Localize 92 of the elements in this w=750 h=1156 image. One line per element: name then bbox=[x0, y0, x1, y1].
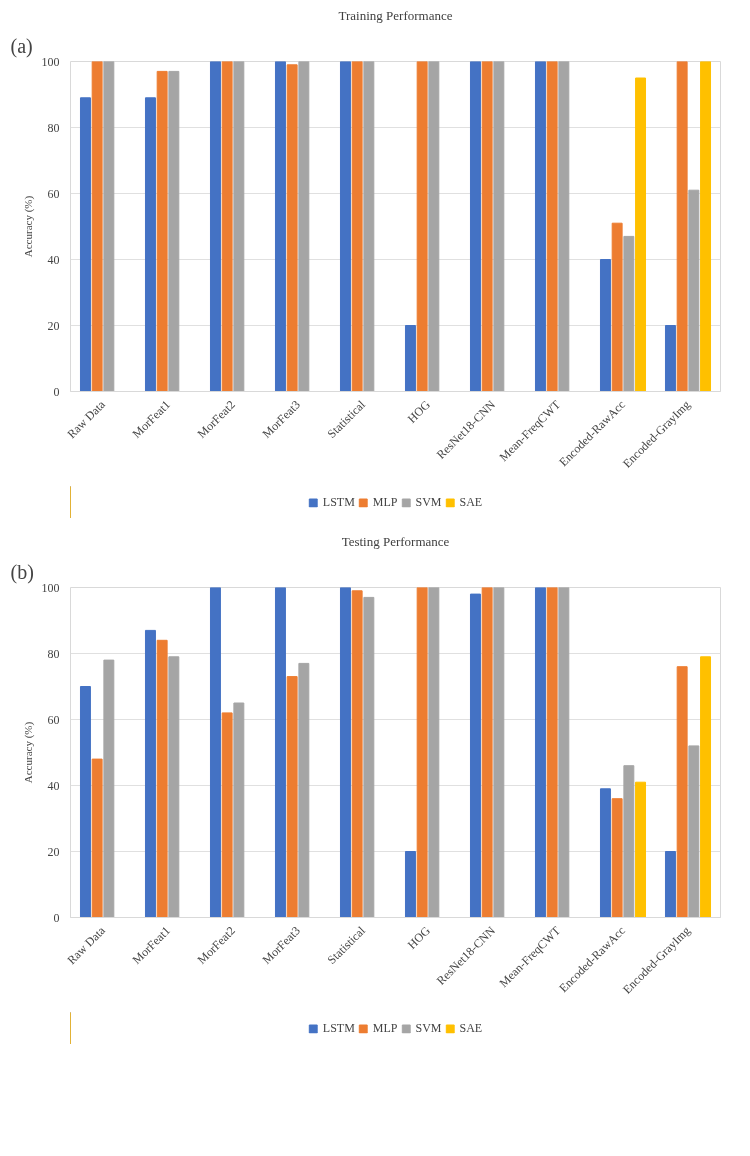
bar bbox=[286, 64, 298, 392]
bar bbox=[274, 61, 286, 392]
bar bbox=[416, 587, 428, 918]
bar bbox=[558, 587, 570, 918]
bar bbox=[156, 70, 168, 392]
bar bbox=[221, 61, 233, 392]
y-tick-label: 0 bbox=[53, 910, 60, 925]
bar bbox=[676, 61, 688, 392]
bar bbox=[676, 666, 688, 918]
bar bbox=[599, 259, 611, 392]
bar bbox=[91, 758, 103, 918]
bar bbox=[534, 587, 546, 918]
bar bbox=[688, 189, 700, 392]
bar bbox=[534, 61, 546, 392]
bar bbox=[688, 745, 700, 918]
legend-label: SAE bbox=[459, 494, 483, 510]
bar bbox=[79, 97, 91, 392]
bar bbox=[493, 61, 505, 392]
text: (a) bbox=[10, 34, 33, 58]
bar bbox=[79, 686, 91, 918]
bar bbox=[209, 61, 221, 392]
bar bbox=[611, 222, 623, 392]
bar bbox=[286, 676, 298, 918]
bar bbox=[168, 70, 180, 392]
bar bbox=[416, 61, 428, 392]
y-tick-label: 80 bbox=[47, 646, 60, 661]
y-axis-title: Accuracy (%) bbox=[21, 721, 35, 784]
bar bbox=[209, 587, 221, 918]
chart-title: Training Performance bbox=[338, 7, 453, 23]
legend-label: MLP bbox=[372, 1020, 398, 1036]
x-tick-label: Raw Data bbox=[64, 397, 109, 442]
bar bbox=[339, 587, 351, 918]
bar bbox=[363, 61, 375, 392]
bar bbox=[91, 61, 103, 392]
bar bbox=[274, 587, 286, 918]
legend-label: LSTM bbox=[322, 494, 355, 510]
bar bbox=[623, 765, 635, 918]
bar bbox=[469, 61, 481, 392]
y-tick-label: 20 bbox=[47, 318, 60, 333]
bar bbox=[103, 61, 115, 392]
bar bbox=[481, 61, 493, 392]
bar bbox=[404, 851, 416, 918]
y-tick-label: 100 bbox=[41, 580, 60, 595]
bar bbox=[664, 325, 676, 392]
bar bbox=[156, 639, 168, 918]
y-tick-label: 40 bbox=[47, 252, 60, 267]
bar bbox=[428, 61, 440, 392]
bar bbox=[700, 656, 712, 918]
y-tick-label: 60 bbox=[47, 186, 60, 201]
legend-label: SAE bbox=[459, 1020, 483, 1036]
text: (b) bbox=[10, 560, 34, 584]
bar bbox=[363, 596, 375, 918]
y-tick-label: 0 bbox=[53, 384, 60, 399]
y-tick-label: 100 bbox=[41, 54, 60, 69]
bar bbox=[469, 593, 481, 918]
y-axis-title: Accuracy (%) bbox=[21, 195, 35, 258]
bar bbox=[546, 587, 558, 918]
bar bbox=[339, 61, 351, 392]
bar bbox=[144, 629, 156, 918]
bar bbox=[351, 61, 363, 392]
bar bbox=[599, 788, 611, 918]
y-tick-label: 40 bbox=[47, 778, 60, 793]
bar bbox=[635, 77, 647, 392]
bar bbox=[233, 702, 245, 918]
bar bbox=[635, 781, 647, 918]
bar bbox=[493, 587, 505, 918]
bar bbox=[298, 61, 310, 392]
bar bbox=[558, 61, 570, 392]
y-tick-label: 20 bbox=[47, 844, 60, 859]
bar bbox=[404, 325, 416, 392]
bar bbox=[481, 587, 493, 918]
bar bbox=[623, 235, 635, 392]
y-tick-label: 60 bbox=[47, 712, 60, 727]
bar bbox=[611, 798, 623, 918]
bar bbox=[103, 659, 115, 918]
bar bbox=[546, 61, 558, 392]
legend-label: SVM bbox=[415, 494, 442, 510]
legend-label: LSTM bbox=[322, 1020, 355, 1036]
bar bbox=[428, 587, 440, 918]
bar bbox=[168, 656, 180, 918]
y-tick-label: 80 bbox=[47, 120, 60, 135]
bar bbox=[298, 662, 310, 918]
bar bbox=[700, 61, 712, 392]
bar bbox=[221, 712, 233, 918]
x-tick-label: Raw Data bbox=[64, 923, 109, 968]
legend-label: SVM bbox=[415, 1020, 442, 1036]
bar bbox=[664, 851, 676, 918]
chart-title: Testing Performance bbox=[341, 533, 450, 549]
bar bbox=[144, 97, 156, 392]
bar bbox=[233, 61, 245, 392]
bar bbox=[351, 590, 363, 918]
legend-label: MLP bbox=[372, 494, 398, 510]
